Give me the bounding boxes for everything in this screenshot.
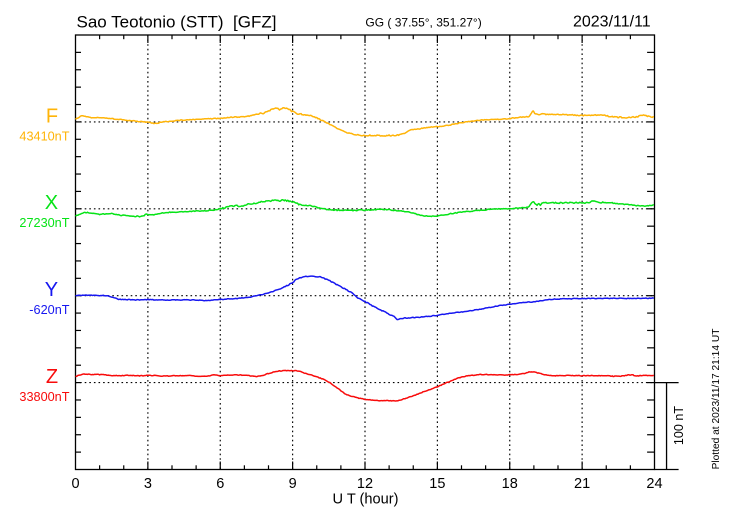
svg-text:Sao Teotonio (STT) [GFZ]: Sao Teotonio (STT) [GFZ] xyxy=(77,13,277,32)
svg-text:9: 9 xyxy=(289,476,297,492)
svg-text:Y: Y xyxy=(45,279,58,301)
svg-text:15: 15 xyxy=(429,476,445,492)
svg-text:21: 21 xyxy=(574,476,590,492)
svg-text:27230nT: 27230nT xyxy=(19,216,69,230)
svg-text:GG ( 37.55°, 351.27°): GG ( 37.55°, 351.27°) xyxy=(365,16,481,30)
svg-text:Plotted at 2023/11/17 21:14 UT: Plotted at 2023/11/17 21:14 UT xyxy=(711,329,722,470)
svg-text:-620nT: -620nT xyxy=(29,303,69,317)
svg-text:U T (hour): U T (hour) xyxy=(333,491,399,507)
svg-text:2023/11/11: 2023/11/11 xyxy=(573,14,651,31)
svg-text:43410nT: 43410nT xyxy=(19,129,69,143)
svg-text:X: X xyxy=(45,192,58,214)
svg-text:24: 24 xyxy=(646,476,662,492)
svg-text:12: 12 xyxy=(357,476,373,492)
svg-text:Z: Z xyxy=(46,366,58,388)
svg-text:100 nT: 100 nT xyxy=(672,406,686,446)
svg-text:18: 18 xyxy=(502,476,518,492)
svg-text:0: 0 xyxy=(71,476,79,492)
svg-text:F: F xyxy=(46,105,58,127)
svg-text:33800nT: 33800nT xyxy=(19,390,69,404)
svg-text:3: 3 xyxy=(144,476,152,492)
svg-text:6: 6 xyxy=(216,476,224,492)
